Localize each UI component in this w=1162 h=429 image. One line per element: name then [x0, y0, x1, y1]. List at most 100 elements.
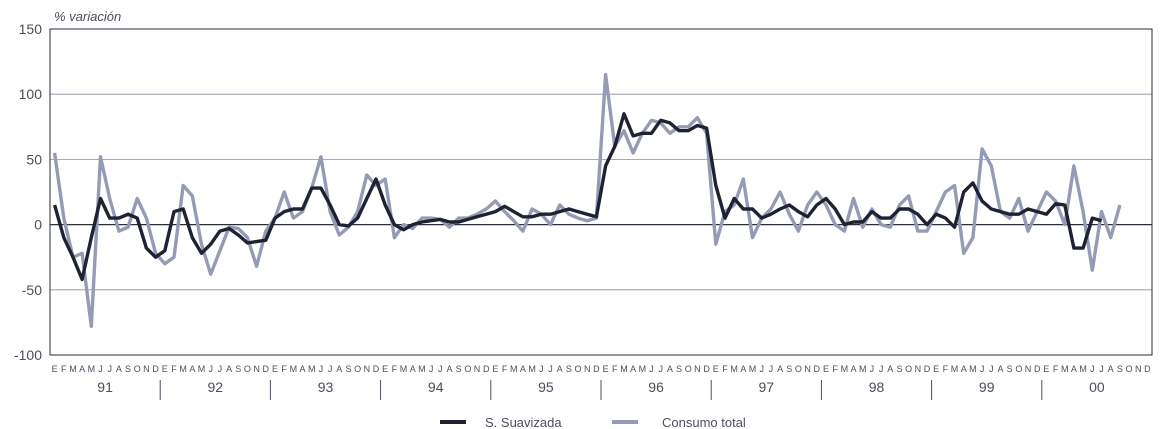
- grid-layer: [50, 93, 1152, 291]
- plot-frame: [49, 28, 1153, 356]
- x-tick-month-label: F: [61, 364, 67, 374]
- x-tick-year-label: 95: [538, 379, 554, 395]
- x-tick-month-label: J: [548, 364, 553, 374]
- x-tick-month-label: S: [125, 364, 131, 374]
- x-tick-year-label: 92: [208, 379, 224, 395]
- x-tick-month-label: F: [832, 364, 838, 374]
- x-tick-month-label: J: [438, 364, 443, 374]
- x-tick-month-label: J: [980, 364, 985, 374]
- x-tick-month-label: F: [612, 364, 618, 374]
- x-tick-month-label: D: [1144, 364, 1151, 374]
- x-tick-year-label: 99: [979, 379, 995, 395]
- x-tick-month-label: M: [179, 364, 187, 374]
- x-tick-month-label: S: [1007, 364, 1013, 374]
- x-tick-month-label: J: [769, 364, 774, 374]
- x-tick-month-label: J: [879, 364, 884, 374]
- y-axis-label: % variación: [54, 9, 121, 24]
- x-tick-month-label: M: [620, 364, 628, 374]
- x-tick-month-label: E: [492, 364, 498, 374]
- x-tick-month-label: D: [814, 364, 821, 374]
- x-tick-month-label: F: [392, 364, 398, 374]
- x-tick-month-label: N: [915, 364, 922, 374]
- x-tick-month-label: S: [896, 364, 902, 374]
- x-tick-month-label: J: [658, 364, 663, 374]
- x-tick-month-label: M: [400, 364, 408, 374]
- x-tick-year-label: 96: [648, 379, 664, 395]
- x-tick-month-label: J: [208, 364, 213, 374]
- x-tick-month-label: A: [557, 364, 563, 374]
- x-tick-month-label: F: [1053, 364, 1059, 374]
- x-tick-month-label: O: [134, 364, 141, 374]
- x-tick-month-label: A: [520, 364, 526, 374]
- x-tick-month-label: A: [336, 364, 342, 374]
- x-tick-month-label: J: [98, 364, 103, 374]
- x-tick-month-label: N: [1025, 364, 1032, 374]
- x-tick-month-label: A: [961, 364, 967, 374]
- x-tick-month-label: J: [218, 364, 223, 374]
- x-tick-year-label: 91: [97, 379, 113, 395]
- x-tick-month-label: N: [804, 364, 811, 374]
- x-tick-month-label: O: [1126, 364, 1133, 374]
- legend-label-consumo: Consumo total: [662, 415, 746, 429]
- x-tick-month-label: M: [969, 364, 977, 374]
- y-tick-label: 0: [34, 217, 42, 233]
- x-tick-month-label: F: [943, 364, 949, 374]
- x-tick-month-label: M: [528, 364, 536, 374]
- x-tick-month-label: M: [418, 364, 426, 374]
- y-tick-label: 150: [19, 21, 43, 37]
- x-tick-month-label: A: [79, 364, 85, 374]
- x-tick-month-label: E: [1043, 364, 1049, 374]
- x-tick-month-label: E: [162, 364, 168, 374]
- x-tick-month-label: N: [1135, 364, 1142, 374]
- x-tick-month-label: A: [189, 364, 195, 374]
- x-tick-month-label: A: [226, 364, 232, 374]
- x-tick-month-label: J: [319, 364, 324, 374]
- x-tick-month-label: M: [308, 364, 316, 374]
- x-tick-month-label: J: [1099, 364, 1104, 374]
- x-tick-month-label: S: [676, 364, 682, 374]
- x-tick-month-label: M: [88, 364, 96, 374]
- x-tick-month-label: F: [502, 364, 508, 374]
- x-tick-month-label: M: [730, 364, 738, 374]
- x-tick-month-label: N: [694, 364, 701, 374]
- x-tick-year-label: 94: [428, 379, 444, 395]
- x-tick-month-label: D: [483, 364, 490, 374]
- x-tick-year-label: 97: [759, 379, 775, 395]
- x-tick-month-label: O: [354, 364, 361, 374]
- x-tick-month-label: S: [566, 364, 572, 374]
- y-tick-label: 100: [19, 86, 43, 102]
- x-tick-month-label: M: [749, 364, 757, 374]
- x-tick-month-label: D: [152, 364, 159, 374]
- x-tick-month-label: S: [456, 364, 462, 374]
- x-tick-month-label: J: [107, 364, 112, 374]
- y-tick-label: -100: [14, 347, 42, 363]
- x-tick-month-label: J: [429, 364, 434, 374]
- x-tick-month-label: E: [933, 364, 939, 374]
- x-tick-month-label: N: [584, 364, 591, 374]
- y-tick-label: 50: [26, 151, 42, 167]
- x-tick-month-label: J: [759, 364, 764, 374]
- x-tick-month-label: A: [887, 364, 893, 374]
- x-tick-month-label: M: [841, 364, 849, 374]
- x-tick-month-label: M: [1079, 364, 1087, 374]
- x-tick-month-label: A: [1071, 364, 1077, 374]
- legend: S. Suavizada Consumo total: [440, 415, 746, 429]
- x-tick-month-label: E: [52, 364, 58, 374]
- x-tick-month-label: A: [740, 364, 746, 374]
- x-tick-month-label: J: [539, 364, 544, 374]
- x-tick-month-label: A: [446, 364, 452, 374]
- x-tick-month-label: M: [198, 364, 206, 374]
- x-tick-month-label: N: [253, 364, 260, 374]
- x-tick-month-label: M: [1061, 364, 1069, 374]
- x-tick-month-label: O: [464, 364, 471, 374]
- x-tick-month-label: A: [116, 364, 122, 374]
- x-tick-month-label: N: [143, 364, 150, 374]
- x-tick-month-label: E: [713, 364, 719, 374]
- x-tick-month-label: A: [667, 364, 673, 374]
- x-tick-month-label: A: [300, 364, 306, 374]
- x-tick-month-label: O: [795, 364, 802, 374]
- x-tick-month-label: S: [1117, 364, 1123, 374]
- y-axis: 150 100 50 0 -50 -100: [14, 21, 42, 363]
- x-tick-month-label: N: [474, 364, 481, 374]
- x-tick-month-label: O: [905, 364, 912, 374]
